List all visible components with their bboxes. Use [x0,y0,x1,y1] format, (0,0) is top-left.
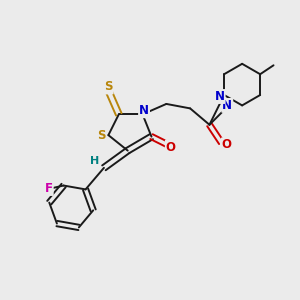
Text: F: F [45,182,53,195]
Text: N: N [139,104,149,117]
Text: S: S [104,80,112,94]
Text: N: N [222,99,232,112]
Text: O: O [222,138,232,152]
Text: H: H [90,156,100,166]
Text: S: S [98,129,106,142]
Text: N: N [215,90,225,103]
Text: O: O [166,140,176,154]
